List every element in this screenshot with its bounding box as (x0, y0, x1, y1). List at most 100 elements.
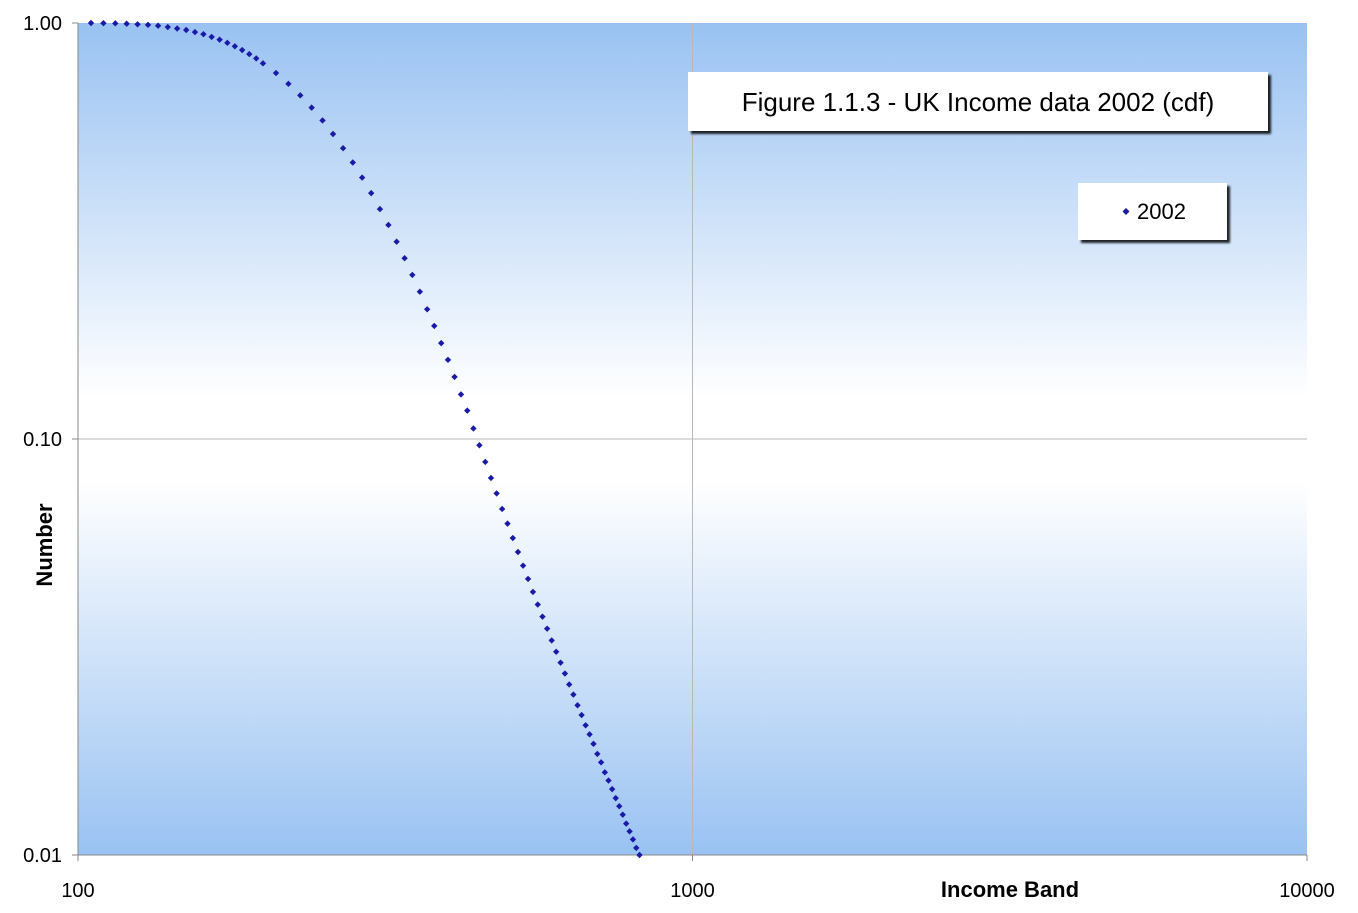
data-point (476, 442, 483, 449)
data-point (619, 811, 626, 818)
data-point (385, 221, 392, 229)
data-point (272, 69, 280, 77)
data-point (586, 731, 593, 738)
legend-label-2002: 2002 (1137, 199, 1186, 224)
y-tick-label: 1.00 (23, 13, 62, 35)
series-2002-points (87, 19, 643, 859)
data-point (393, 238, 400, 245)
x-tick-label: 10000 (1279, 880, 1335, 902)
data-point (423, 306, 431, 313)
data-point (200, 30, 207, 38)
data-point (100, 19, 107, 27)
data-point (487, 474, 495, 482)
data-point (552, 648, 560, 655)
chart-title-box: Figure 1.1.3 - UK Income data 2002 (cdf) (688, 72, 1268, 131)
data-point (633, 844, 640, 852)
data-point (570, 691, 577, 698)
data-point (134, 21, 141, 28)
legend-marker-icon (1122, 208, 1130, 215)
data-point (238, 46, 246, 54)
data-point (409, 271, 416, 279)
data-point (616, 803, 623, 810)
data-point (597, 759, 605, 766)
data-point (349, 159, 356, 166)
data-point (173, 25, 181, 32)
data-point (376, 205, 384, 213)
legend[interactable]: 2002 (1078, 183, 1227, 240)
data-point (216, 36, 223, 43)
data-point (539, 613, 546, 620)
data-point (457, 391, 465, 398)
x-tick-label: 100 (61, 880, 94, 902)
data-point (594, 750, 601, 758)
data-point (529, 588, 537, 596)
data-point (319, 117, 326, 124)
data-point (297, 92, 304, 99)
data-point (509, 534, 517, 542)
data-point (504, 520, 511, 527)
data-point (519, 562, 527, 569)
data-point (582, 722, 589, 729)
data-point (514, 548, 522, 556)
data-point (493, 490, 500, 497)
data-point (144, 21, 152, 29)
data-point (605, 777, 612, 784)
data-point (470, 425, 477, 432)
y-tick-label: 0.10 (23, 429, 62, 451)
data-point (622, 820, 630, 827)
y-axis-label: Number (32, 503, 57, 587)
data-point (574, 702, 581, 709)
data-point (259, 60, 267, 67)
data-point (565, 681, 573, 688)
x-axis-label: Income Band (941, 877, 1079, 902)
data-point (164, 23, 171, 31)
title-box-bg (688, 72, 1268, 131)
data-point (329, 130, 337, 138)
data-point (561, 670, 569, 677)
data-point (431, 322, 438, 330)
data-point (444, 356, 452, 364)
data-point (608, 785, 616, 793)
data-point (183, 26, 190, 34)
data-point (534, 601, 541, 608)
data-point (87, 19, 95, 27)
data-point (557, 659, 564, 666)
data-point (208, 33, 215, 41)
data-point (543, 625, 551, 632)
x-tick-label: 1000 (670, 880, 715, 902)
data-point (112, 20, 119, 27)
data-point (482, 458, 489, 466)
data-point (612, 794, 619, 802)
data-point (451, 373, 458, 381)
data-point (285, 80, 292, 88)
data-point (629, 836, 637, 843)
data-point (339, 145, 347, 152)
data-point (601, 769, 609, 776)
data-point (191, 28, 199, 36)
data-point (401, 255, 408, 262)
legend-box (1078, 183, 1227, 240)
data-point (224, 39, 231, 47)
data-point (626, 828, 633, 835)
chart-title: Figure 1.1.3 - UK Income data 2002 (cdf) (742, 87, 1215, 117)
data-point (548, 637, 555, 644)
data-point (367, 189, 375, 197)
data-point (246, 50, 253, 58)
data-point (123, 20, 130, 27)
y-tick-label: 0.01 (23, 845, 62, 867)
data-point (416, 288, 424, 295)
gridlines (78, 23, 1307, 855)
data-point (154, 22, 162, 29)
data-point (253, 55, 260, 62)
data-point (578, 711, 585, 719)
data-point (464, 407, 471, 414)
axes: 100 1000 10000 0.01 0.10 1.00 (23, 13, 1335, 902)
data-point (358, 174, 366, 181)
data-point (308, 104, 315, 111)
data-point (636, 851, 643, 859)
data-point (438, 339, 445, 347)
data-point (524, 575, 532, 583)
data-point (590, 740, 597, 748)
